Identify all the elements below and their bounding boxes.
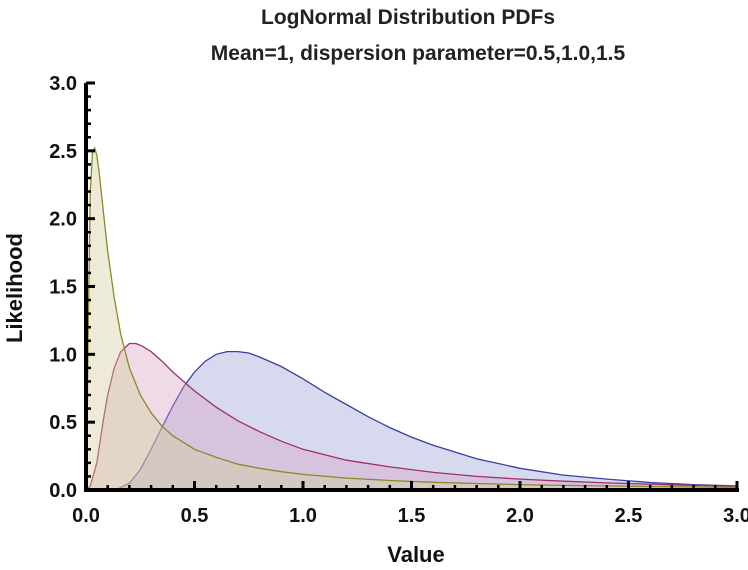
x-tick-label: 2.0 bbox=[506, 505, 534, 527]
y-tick-label: 3.0 bbox=[49, 73, 77, 95]
chart-subtitle: Mean=1, dispersion parameter=0.5,1.0,1.5 bbox=[211, 42, 626, 65]
y-axis-label: Likelihood bbox=[2, 233, 27, 343]
series-3-line bbox=[85, 146, 738, 491]
y-tick-label: 0.0 bbox=[49, 480, 77, 502]
x-tick-label: 1.0 bbox=[289, 505, 317, 527]
series-3-area bbox=[86, 148, 737, 490]
x-tick-label: 0.0 bbox=[72, 505, 100, 527]
x-tick-label: 3.0 bbox=[723, 505, 748, 527]
y-tick-label: 2.5 bbox=[49, 141, 77, 163]
series-2-line bbox=[85, 342, 738, 491]
series-2-area bbox=[86, 343, 737, 490]
y-tick-label: 1.0 bbox=[49, 344, 77, 366]
x-axis-label: Value bbox=[387, 542, 444, 567]
chart-title: LogNormal Distribution PDFs bbox=[261, 6, 555, 29]
x-tick-label: 0.5 bbox=[181, 505, 209, 527]
y-tick-label: 1.5 bbox=[49, 277, 77, 299]
y-tick-label: 2.0 bbox=[49, 209, 77, 231]
series-1-line bbox=[86, 350, 738, 491]
series-layer bbox=[85, 146, 738, 491]
x-tick-label: 1.5 bbox=[398, 505, 426, 527]
y-tick-label: 0.5 bbox=[49, 412, 77, 434]
x-tick-label: 2.5 bbox=[615, 505, 643, 527]
series-1-area bbox=[86, 351, 737, 490]
axes-layer: 0.0 0.5 1.0 1.5 2.0 2.5 3.0 0.0 0.5 1.0 1.5 2.0 2.5 3… bbox=[49, 73, 748, 527]
